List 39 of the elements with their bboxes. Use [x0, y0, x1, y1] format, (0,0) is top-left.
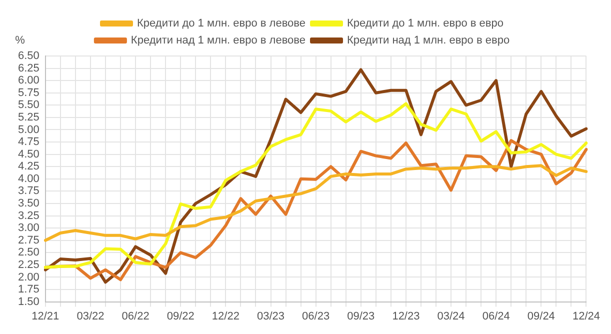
y-tick-label: 3.50 — [18, 198, 40, 210]
x-tick-label: 06/22 — [122, 310, 150, 322]
y-axis-title: % — [15, 34, 26, 47]
y-tick-label: 4.25 — [18, 160, 40, 173]
x-tick-label: 09/24 — [527, 310, 555, 322]
y-tick-label: 3.00 — [18, 222, 40, 234]
y-tick-label: 4.50 — [18, 148, 40, 160]
y-tick-label: 2.75 — [18, 234, 40, 246]
x-tick-label: 12/23 — [392, 310, 420, 322]
x-tick-label: 12/22 — [212, 310, 240, 322]
y-tick-label: 5.75 — [18, 86, 40, 99]
legend-label: Кредити до 1 млн. евро в левове — [137, 18, 306, 30]
x-tick-label: 12/21 — [32, 310, 60, 322]
y-tick-label: 1.50 — [18, 296, 40, 308]
legend-label: Кредити над 1 млн. евро в левове — [130, 34, 306, 47]
x-tick-label: 06/23 — [302, 310, 330, 322]
y-tick-label: 2.25 — [18, 258, 40, 271]
y-tick-label: 4.00 — [18, 172, 40, 185]
legend-label: Кредити до 1 млн. евро в евро — [347, 18, 504, 30]
y-tick-label: 3.25 — [18, 210, 40, 222]
x-tick-label: 03/23 — [256, 310, 285, 322]
y-tick-label: 5.50 — [18, 99, 40, 112]
y-tick-label: 6.00 — [18, 74, 40, 87]
y-tick-label: 2.00 — [18, 271, 40, 284]
y-tick-label: 3.75 — [18, 185, 40, 198]
legend-label: Кредити над 1 млн. евро в евро — [347, 34, 510, 47]
x-tick-label: 03/22 — [76, 310, 104, 322]
x-tick-label: 03/24 — [437, 310, 465, 322]
y-tick-label: 5.00 — [18, 124, 40, 136]
y-tick-label: 5.25 — [18, 111, 40, 124]
x-tick-label: 06/24 — [482, 310, 510, 322]
y-tick-label: 2.50 — [18, 246, 40, 259]
x-tick-label: 12/24 — [572, 310, 600, 322]
y-tick-label: 4.75 — [18, 136, 40, 148]
x-tick-label: 09/23 — [347, 310, 375, 322]
y-tick-label: 6.50 — [18, 50, 40, 62]
x-tick-label: 09/22 — [166, 310, 194, 322]
y-tick-label: 1.75 — [18, 284, 40, 296]
y-tick-label: 6.25 — [18, 62, 40, 74]
